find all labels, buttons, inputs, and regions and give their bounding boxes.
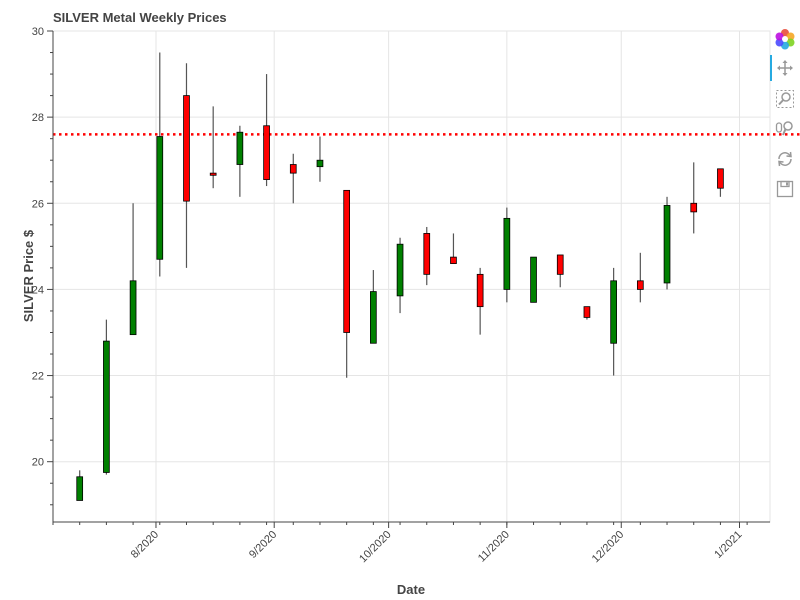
x-tick-label: 8/2020 bbox=[129, 529, 161, 561]
candle bbox=[343, 189, 351, 378]
candle-body-up bbox=[370, 291, 377, 344]
toolbar bbox=[770, 26, 800, 216]
candle bbox=[316, 136, 324, 182]
active-tool-indicator bbox=[770, 55, 772, 81]
candle bbox=[236, 125, 244, 197]
candle-body-up bbox=[503, 217, 511, 290]
candle-body-up bbox=[236, 131, 244, 165]
candle-body-down bbox=[209, 172, 217, 176]
wheel-zoom-tool[interactable] bbox=[770, 116, 800, 142]
grid bbox=[53, 30, 770, 522]
candle-body-down bbox=[343, 189, 351, 333]
candle-body-down bbox=[556, 254, 564, 275]
candle-body-down bbox=[476, 273, 484, 308]
y-tick-label: 30 bbox=[32, 26, 44, 38]
candle-body-down bbox=[263, 125, 270, 180]
candle-body-down bbox=[717, 168, 724, 189]
candle bbox=[396, 237, 404, 314]
candle-body-up bbox=[610, 280, 617, 344]
candle bbox=[476, 267, 484, 335]
candle-body-down bbox=[423, 233, 431, 275]
candle bbox=[690, 162, 698, 234]
y-tick-label: 24 bbox=[32, 284, 44, 296]
pan-tool-icon bbox=[777, 60, 793, 76]
x-tick-label: 12/2020 bbox=[590, 529, 627, 566]
candle-body-up bbox=[316, 159, 324, 168]
candle bbox=[663, 196, 671, 290]
candle bbox=[289, 153, 297, 204]
y-tick-label: 28 bbox=[32, 112, 44, 124]
candle bbox=[183, 63, 190, 268]
candle bbox=[530, 256, 537, 303]
plot-frame bbox=[52, 30, 771, 523]
x-tick-label: 11/2020 bbox=[476, 529, 512, 565]
candle bbox=[263, 74, 270, 187]
candle bbox=[556, 254, 564, 288]
candle-body-up bbox=[103, 340, 110, 473]
candle bbox=[450, 233, 457, 264]
candle bbox=[76, 470, 84, 501]
save-tool[interactable] bbox=[770, 176, 800, 202]
y-tick-label: 20 bbox=[32, 457, 44, 469]
candle bbox=[103, 319, 110, 475]
candle-body-up bbox=[530, 256, 537, 303]
reset-tool[interactable] bbox=[770, 146, 800, 172]
candle bbox=[503, 207, 511, 303]
candle-body-down bbox=[690, 202, 698, 213]
x-tick-label: 1/2021 bbox=[712, 529, 744, 561]
candle-body-down bbox=[183, 95, 190, 202]
y-axis-label: SILVER Price $ bbox=[21, 229, 36, 322]
candle-body-up bbox=[129, 280, 137, 336]
candle-body-up bbox=[76, 476, 84, 501]
save-tool-icon bbox=[776, 180, 794, 198]
box-zoom-tool[interactable] bbox=[770, 86, 800, 112]
x-tick-label: 10/2020 bbox=[357, 529, 394, 566]
pan-tool[interactable] bbox=[770, 55, 800, 81]
candle bbox=[129, 203, 137, 336]
reset-tool-icon bbox=[778, 151, 792, 167]
candle bbox=[156, 52, 164, 277]
bokeh-logo-icon bbox=[775, 29, 795, 50]
x-tick-label: 9/2020 bbox=[247, 529, 279, 561]
candle-body-down bbox=[583, 306, 591, 318]
candle-body-up bbox=[156, 136, 164, 260]
candles bbox=[76, 52, 724, 501]
wheel-zoom-tool-icon bbox=[775, 121, 793, 136]
candle-body-up bbox=[396, 243, 404, 297]
x-axis-label: Date bbox=[397, 582, 425, 597]
candle bbox=[610, 267, 617, 376]
candle bbox=[583, 306, 591, 320]
chart-title: SILVER Metal Weekly Prices bbox=[53, 10, 227, 25]
box-zoom-tool-icon bbox=[776, 90, 794, 108]
candle bbox=[717, 168, 724, 197]
candle-body-down bbox=[289, 164, 297, 174]
candle-body-up bbox=[663, 205, 671, 284]
candle bbox=[209, 106, 217, 189]
candle bbox=[423, 226, 431, 286]
candle bbox=[636, 252, 644, 303]
bokeh-logo bbox=[770, 26, 800, 52]
candle bbox=[370, 270, 377, 344]
y-tick-label: 26 bbox=[32, 198, 44, 210]
y-tick-label: 22 bbox=[32, 371, 44, 383]
candle-body-down bbox=[636, 280, 644, 290]
candle-body-down bbox=[450, 256, 457, 264]
